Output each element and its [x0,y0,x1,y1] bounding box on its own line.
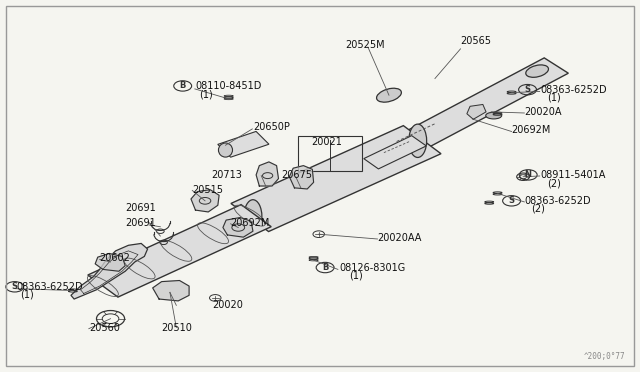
Text: 08363-6252D: 08363-6252D [540,85,607,94]
Text: S: S [509,196,515,205]
Ellipse shape [244,200,262,233]
Text: 20675: 20675 [282,170,313,180]
Text: 20020: 20020 [212,300,243,310]
Text: B: B [322,263,328,272]
Text: 08363-6252D: 08363-6252D [524,196,591,206]
Text: 20515: 20515 [192,185,223,195]
Text: 20713: 20713 [211,170,243,180]
Text: 20510: 20510 [161,323,192,333]
Text: 20692M: 20692M [230,218,270,228]
Text: 20692M: 20692M [511,125,551,135]
Text: 20650P: 20650P [253,122,290,132]
Polygon shape [88,205,271,297]
Text: N: N [525,170,532,179]
Text: 08363-6252D: 08363-6252D [17,282,83,292]
Ellipse shape [526,65,548,77]
Ellipse shape [218,143,232,157]
Text: (1): (1) [20,290,34,300]
Polygon shape [256,162,278,186]
Polygon shape [359,58,568,171]
Ellipse shape [486,112,502,119]
Text: 20560: 20560 [89,323,120,333]
Polygon shape [467,105,486,119]
Text: 08110-8451D: 08110-8451D [195,81,262,91]
Text: S: S [525,85,531,94]
Polygon shape [218,131,269,157]
Text: S: S [12,282,18,291]
Text: (1): (1) [349,271,362,281]
Text: 08911-5401A: 08911-5401A [540,170,605,180]
Polygon shape [223,218,253,237]
Text: 20020A: 20020A [524,107,562,117]
Ellipse shape [376,88,401,102]
Polygon shape [364,136,426,169]
Text: (1): (1) [547,93,561,103]
Polygon shape [289,166,314,189]
Bar [298,136,362,171]
Text: 20021: 20021 [311,137,342,147]
Text: (2): (2) [531,204,545,214]
Polygon shape [95,253,125,271]
Polygon shape [191,190,219,212]
Text: B: B [179,81,186,90]
Text: 20525M: 20525M [345,40,385,50]
Text: 20565: 20565 [461,36,492,46]
Polygon shape [231,126,441,231]
Polygon shape [71,243,148,299]
Polygon shape [153,280,189,301]
Text: (1): (1) [198,89,212,99]
Text: 08126-8301G: 08126-8301G [339,263,405,273]
Text: 20020AA: 20020AA [378,233,422,243]
Text: 20691: 20691 [125,203,156,213]
Text: ^200;0°77: ^200;0°77 [584,352,625,361]
Text: 20691: 20691 [125,218,156,228]
Ellipse shape [409,124,427,157]
Text: 20602: 20602 [100,253,131,263]
Text: (2): (2) [547,178,561,188]
